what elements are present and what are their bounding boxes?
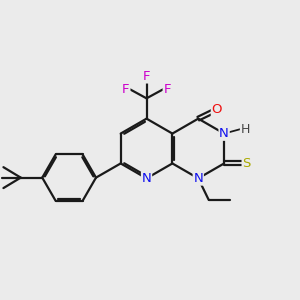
- Text: F: F: [164, 83, 171, 96]
- Text: H: H: [241, 123, 250, 136]
- Text: N: N: [142, 172, 152, 185]
- Text: N: N: [219, 127, 229, 140]
- Text: F: F: [122, 83, 130, 96]
- Text: S: S: [242, 157, 251, 170]
- Text: F: F: [143, 70, 150, 83]
- Text: N: N: [194, 172, 203, 185]
- Text: O: O: [212, 103, 222, 116]
